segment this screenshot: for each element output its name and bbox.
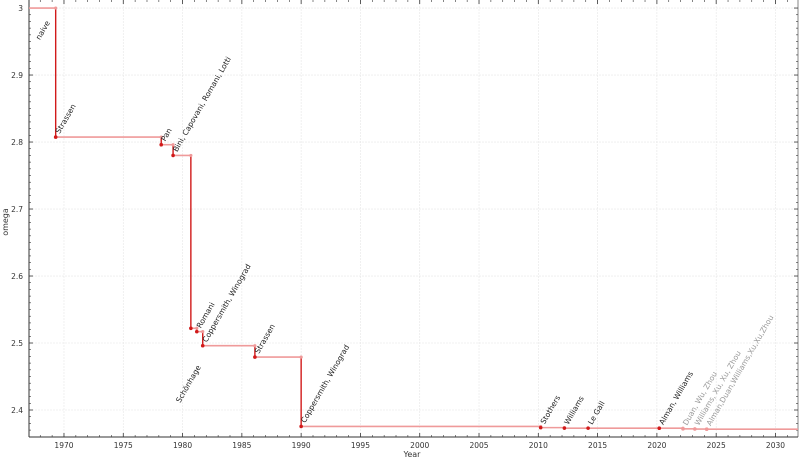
y-tick-label: 2.4 bbox=[11, 406, 23, 415]
point-label: Stothers bbox=[539, 394, 563, 426]
data-point bbox=[704, 427, 709, 432]
x-tick-label: 1980 bbox=[173, 441, 192, 450]
point-label: Pan bbox=[159, 126, 174, 142]
data-point bbox=[693, 427, 697, 431]
x-tick-label: 2000 bbox=[410, 441, 429, 450]
y-tick-label: 2.7 bbox=[11, 205, 23, 214]
x-tick-label: 1985 bbox=[232, 441, 251, 450]
grid bbox=[29, 0, 798, 437]
step-end-marker bbox=[54, 6, 58, 10]
x-tick-label: 2025 bbox=[707, 441, 726, 450]
x-tick-label: 1990 bbox=[292, 441, 311, 450]
data-point bbox=[194, 329, 199, 334]
x-tick-label: 2010 bbox=[529, 441, 548, 450]
step-end-marker bbox=[201, 330, 205, 334]
data-point bbox=[681, 427, 685, 431]
data-point bbox=[53, 135, 58, 139]
data-point bbox=[253, 355, 257, 359]
data-point bbox=[538, 425, 543, 430]
data-point bbox=[562, 426, 567, 430]
x-tick-label: 1970 bbox=[54, 441, 73, 450]
step-end-marker bbox=[159, 135, 163, 139]
step-end-marker bbox=[171, 143, 175, 147]
series-omega bbox=[29, 6, 798, 432]
step-end-marker bbox=[195, 326, 199, 330]
step-end-marker bbox=[189, 153, 193, 158]
point-label: naive bbox=[34, 19, 52, 42]
data-point bbox=[189, 326, 193, 331]
y-tick-label: 2.9 bbox=[11, 71, 23, 80]
data-point bbox=[657, 426, 662, 430]
point-label: Schönhage bbox=[174, 363, 203, 404]
x-tick-label: 2005 bbox=[469, 441, 488, 450]
x-tick-label: 2030 bbox=[766, 441, 785, 450]
x-tick-label: 1995 bbox=[351, 441, 370, 450]
step-end-marker bbox=[253, 344, 257, 348]
x-tick-label: 1975 bbox=[114, 441, 133, 450]
x-tick-label: 2020 bbox=[647, 441, 666, 450]
point-label: Strassen bbox=[253, 322, 277, 355]
axes: 1970 1975 1980 1985 1990 1995 2000 2005 2010 2015… bbox=[11, 0, 799, 450]
y-tick-label: 3 bbox=[18, 4, 23, 13]
data-point bbox=[159, 142, 164, 147]
step-end-marker bbox=[299, 355, 303, 359]
y-tick-label: 2.5 bbox=[11, 339, 23, 348]
point-label: Strassen bbox=[54, 102, 78, 135]
point-label: Coppersmith, Winograd bbox=[299, 343, 351, 425]
data-point bbox=[200, 343, 205, 348]
data-point bbox=[299, 424, 303, 429]
y-tick-label: 2.6 bbox=[11, 272, 23, 281]
point-label: Le Gall bbox=[586, 399, 607, 426]
x-axis-label: Year bbox=[403, 450, 422, 459]
data-point bbox=[171, 153, 175, 158]
y-axis-label: omega bbox=[1, 208, 10, 236]
point-label: Bini, Capovani, Romani, Lotti bbox=[171, 55, 233, 153]
data-point bbox=[586, 426, 590, 430]
x-tick-label: 2015 bbox=[588, 441, 607, 450]
y-tick-label: 2.8 bbox=[11, 138, 23, 147]
